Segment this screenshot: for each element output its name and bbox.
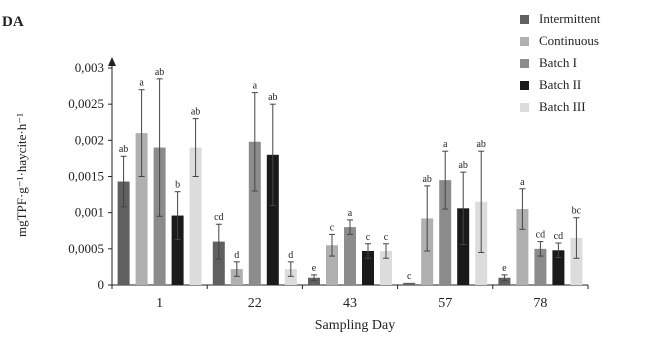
y-tick-label: 0,0015 [68,169,104,184]
significance-label: c [407,271,412,282]
legend-label: Batch II [539,77,582,92]
y-tick-label: 0,0025 [68,96,104,111]
bar [284,269,297,285]
significance-label: a [139,78,144,89]
legend-swatch [520,36,529,46]
significance-label: a [443,139,448,150]
significance-label: a [348,208,353,219]
significance-label: ab [155,67,164,78]
legend-label: Batch III [539,99,586,114]
significance-label: ab [476,139,485,150]
legend: Intermittent Continuous Batch I Batch II… [520,8,600,118]
legend-label: Continuous [539,33,599,48]
bar [552,250,565,285]
y-axis-label: mgTPF·g⁻¹·haycite·h⁻¹ [14,112,29,238]
significance-label: a [520,177,525,188]
bar [534,248,547,285]
y-axis-arrow [108,57,116,66]
legend-item-batch-i: Batch I [520,52,600,74]
significance-label: c [330,222,335,233]
legend-item-batch-ii: Batch II [520,74,600,96]
significance-label: ab [458,160,467,171]
legend-swatch [520,80,529,90]
bar [326,245,338,285]
legend-label: Intermittent [539,11,601,26]
significance-label: d [234,250,239,261]
x-axis-label: Sampling Day [314,318,396,333]
significance-label: b [175,180,180,191]
bar [403,282,416,285]
bar [230,269,243,285]
legend-item-batch-iii: Batch III [520,96,600,118]
significance-label: cd [554,231,563,242]
significance-label: e [312,263,317,274]
legend-item-intermittent: Intermittent [520,8,600,30]
y-tick-label: 0,0005 [68,241,104,256]
significance-label: c [366,232,371,243]
significance-label: c [384,232,389,243]
significance-label: d [288,250,293,261]
bar [362,251,374,285]
significance-label: e [502,263,507,274]
y-tick-label: 0,001 [75,205,104,220]
bar [308,277,320,285]
y-tick-label: 0,003 [75,60,104,75]
legend-swatch [520,58,529,68]
chart-title: DA [2,14,24,30]
x-tick-label: 78 [533,296,547,311]
significance-label: cd [214,212,223,223]
legend-label: Batch I [539,55,577,70]
bar [135,133,148,285]
bar [212,241,225,285]
bar [344,227,356,285]
x-tick-label: 57 [438,296,452,311]
x-tick-label: 43 [343,296,357,311]
bar [457,208,470,285]
significance-label: ab [422,174,431,185]
significance-label: ab [191,107,200,118]
bar [570,237,583,285]
bar [380,251,392,285]
significance-label: bc [572,206,582,217]
bar [516,209,529,285]
legend-item-continuous: Continuous [520,30,600,52]
y-tick-label: 0,002 [75,132,104,147]
bar [171,215,184,285]
bar [248,141,261,285]
y-tick-label: 0 [98,277,105,292]
bar [266,154,279,285]
bar [117,181,130,285]
significance-label: a [253,81,258,92]
bar [439,180,452,285]
legend-swatch [520,102,529,112]
significance-label: ab [119,144,128,155]
bar [189,147,202,285]
bar [421,218,434,285]
significance-label: ab [268,92,277,103]
significance-label: cd [536,230,545,241]
x-tick-label: 1 [156,296,163,311]
legend-swatch [520,14,529,24]
bar [498,277,511,285]
x-tick-label: 22 [248,296,262,311]
